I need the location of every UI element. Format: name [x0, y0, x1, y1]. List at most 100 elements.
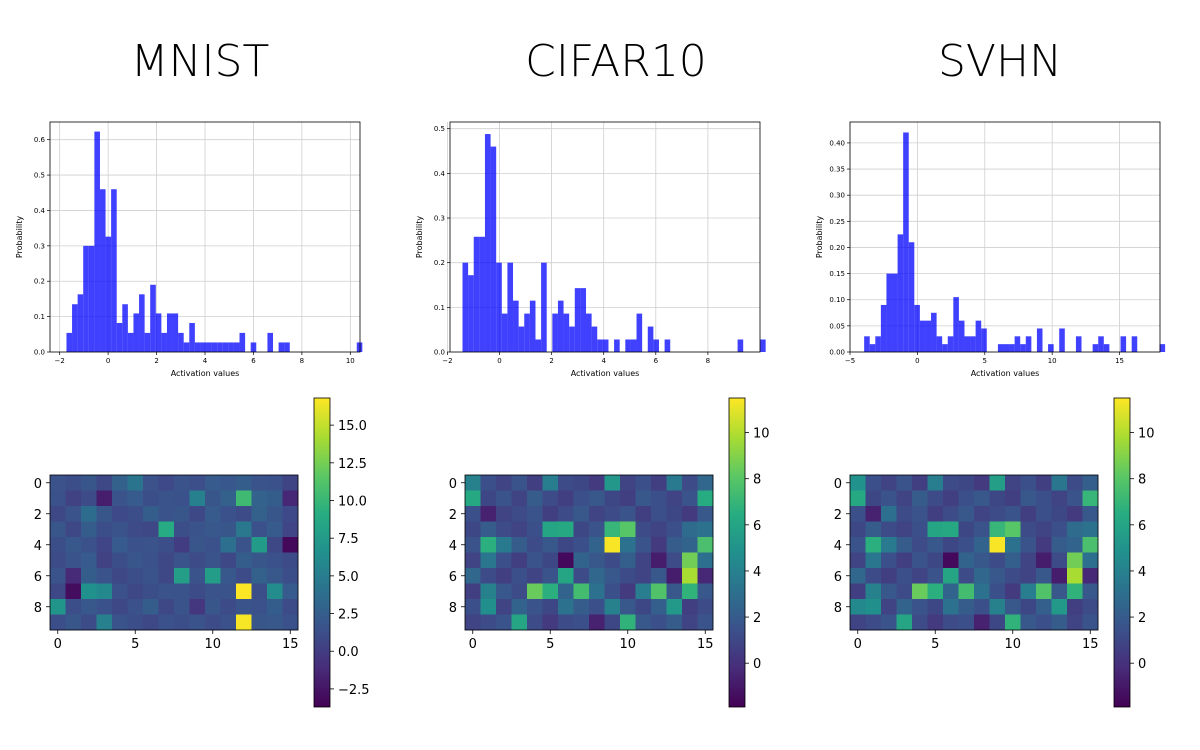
heatmap-cell: [465, 568, 481, 584]
y-tick-label: 0.3: [34, 242, 45, 250]
heatmap-cell: [682, 599, 698, 615]
heatmap-cell: [912, 583, 928, 600]
hist-bar: [591, 326, 598, 352]
heatmap-cell: [143, 614, 159, 631]
heatmap-cell: [620, 568, 636, 584]
hist-bar: [490, 146, 497, 352]
heatmap-cell: [865, 537, 882, 553]
heatmap-cell: [189, 475, 206, 491]
heatmap-cell: [220, 552, 237, 569]
heatmap-cell: [604, 521, 621, 538]
heatmap-cell: [1020, 521, 1037, 538]
heatmap-cell: [267, 475, 283, 491]
heatmap-cell: [96, 568, 113, 584]
hist-bar: [997, 344, 1004, 352]
heatmap-cell: [236, 490, 252, 507]
heatmap-cell: [511, 614, 528, 631]
heatmap-cell: [81, 568, 97, 584]
heatmap-cell: [65, 490, 82, 507]
heatmap-svhn: 0 5 10 15 0 2 4 6 8 10 8 6 4 2 0: [834, 397, 1155, 708]
x-tick-label: 0: [854, 637, 862, 652]
hist-bar: [653, 339, 659, 352]
heatmap-cell: [927, 490, 944, 507]
heatmap-cell: [1067, 506, 1083, 522]
heatmap-cell: [236, 599, 252, 615]
heatmap-cell: [112, 521, 128, 538]
y-tick-label: 0.25: [829, 218, 845, 226]
heatmap-cell: [682, 552, 698, 569]
heatmap-cell: [65, 599, 82, 615]
hist-bar: [1092, 344, 1099, 352]
heatmap-cell: [112, 614, 128, 631]
heatmap-cell: [896, 552, 913, 569]
heatmap-cell: [974, 521, 990, 538]
heatmap-cell: [542, 490, 559, 507]
colorbar-tick-label: 0: [1138, 657, 1146, 672]
heatmap-cell: [558, 568, 574, 584]
heatmap-cell: [220, 599, 237, 615]
hist-bar: [919, 320, 926, 352]
heatmap-cell: [127, 583, 144, 600]
heatmap-cell: [912, 521, 928, 538]
heatmap-cell: [143, 583, 159, 600]
heatmap-cell: [881, 614, 897, 631]
title-mnist: MNIST: [131, 36, 270, 87]
heatmap-cell: [912, 475, 928, 491]
hist-bar: [144, 332, 151, 352]
heatmap-cell: [81, 552, 97, 569]
heatmap-cell: [604, 537, 621, 553]
heatmap-cell: [1082, 537, 1099, 553]
hist-bar: [970, 336, 976, 352]
y-tick-label: 0.35: [829, 166, 845, 174]
heatmap-cell: [589, 506, 605, 522]
heatmap-cell: [896, 537, 913, 553]
heatmap-cell: [1036, 490, 1052, 507]
heatmap-cell: [465, 537, 481, 553]
heatmap-cell: [989, 552, 1006, 569]
heatmap-cell: [465, 521, 481, 538]
hist-bar: [150, 284, 156, 352]
heatmap-cell: [189, 490, 206, 507]
heatmap-cell: [1036, 599, 1052, 615]
heatmap-cell: [1051, 599, 1068, 615]
heatmap-cell: [682, 506, 698, 522]
hist-bar: [869, 344, 876, 352]
x-axis-label: Activation values: [971, 369, 1040, 378]
heatmap-cell: [143, 568, 159, 584]
hist-bar: [1048, 344, 1054, 352]
hist-bar: [1020, 344, 1026, 352]
x-tick-label: 5: [931, 637, 939, 652]
heatmap-cell: [865, 490, 882, 507]
heatmap-cell: [943, 583, 959, 600]
heatmap-cell: [511, 490, 528, 507]
heatmap-cell: [927, 568, 944, 584]
heatmap-cell: [480, 614, 497, 631]
heatmap-cell: [65, 506, 82, 522]
heatmap-cell: [50, 599, 66, 615]
heatmap-cell: [174, 599, 190, 615]
hist-bar: [1159, 344, 1166, 352]
hist-bar: [557, 300, 564, 352]
x-tick-label: 0: [106, 357, 110, 365]
heatmap-cell: [1020, 475, 1037, 491]
heatmap-cell: [205, 552, 221, 569]
heatmap-cell: [989, 614, 1006, 631]
heatmap-cell: [143, 552, 159, 569]
y-tick-label: 0.15: [829, 270, 845, 278]
heatmap-cell: [65, 537, 82, 553]
x-tick-label: 4: [601, 357, 606, 365]
y-tick-label: 0.5: [434, 125, 445, 133]
heatmap-cell: [1082, 521, 1099, 538]
heatmap-cell: [666, 568, 683, 584]
hist-bar: [602, 339, 609, 352]
y-tick-label: 0.0: [34, 349, 45, 357]
heatmap-cell: [496, 568, 512, 584]
heatmap-cell: [896, 490, 913, 507]
heatmap-cell: [1082, 552, 1099, 569]
heatmap-cell: [496, 537, 512, 553]
heatmap-cell: [958, 614, 975, 631]
colorbar-tick-label: 4: [753, 565, 761, 580]
hist-bar: [552, 313, 558, 352]
y-axis-label: Probability: [815, 216, 824, 259]
heatmap-cell: [974, 506, 990, 522]
